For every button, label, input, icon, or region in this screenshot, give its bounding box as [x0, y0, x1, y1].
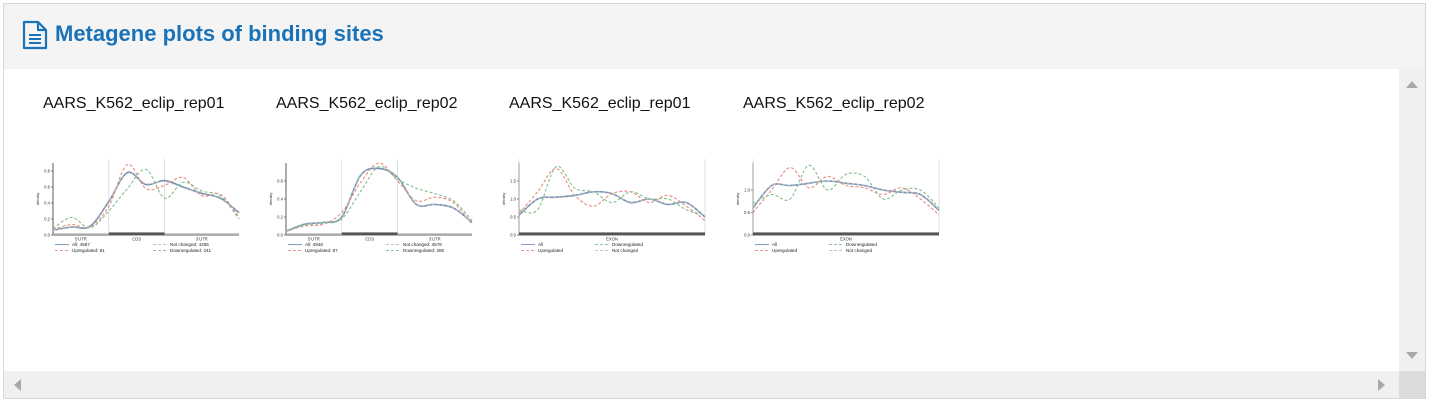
y-tick-label: 0.0	[510, 233, 516, 238]
region-label: EXON	[606, 237, 618, 242]
metagene-chart: 0.0 0.2 0.4 0.6 0.8 density 5'UTR CDS 3'UTR All: …	[35, 159, 240, 253]
plot-title: AARS_K562_eclip_rep02	[276, 95, 458, 112]
series-line-up	[518, 167, 706, 222]
legend-label: Not changed	[612, 248, 638, 253]
y-tick-label: 0.8	[44, 169, 50, 174]
y-axis-label: density	[268, 193, 273, 206]
y-tick-label: 1.5	[510, 179, 516, 184]
series-line-notchanged	[752, 180, 940, 211]
metagene-chart: 0.0 0.5 1.0 1.5 density EXON All Downregulated U…	[501, 159, 706, 253]
region-bar	[753, 232, 939, 235]
series-line-down	[52, 168, 240, 230]
series-line-all	[518, 190, 706, 218]
region-label: EXON	[840, 237, 852, 242]
series-line-down	[752, 164, 940, 209]
series-line-up	[285, 162, 473, 232]
y-tick-label: 0.6	[44, 185, 50, 190]
document-icon	[22, 20, 48, 50]
panel-header: Metagene plots of binding sites	[4, 4, 1425, 70]
legend-label: All	[538, 242, 543, 247]
legend-label: Upregulated: 87	[305, 248, 338, 253]
y-tick-label: 0.4	[277, 197, 283, 202]
region-bar	[397, 233, 472, 235]
legend-label: Not changed: 4576	[403, 242, 442, 247]
scrollbar-corner	[1399, 371, 1425, 398]
region-label: CDS	[365, 237, 374, 242]
legend-label: Downregulated: 241	[170, 248, 212, 253]
legend-label: Not changed: 4265	[170, 242, 209, 247]
region-label: 3'UTR	[429, 237, 441, 242]
legend-label: Downregulated	[612, 242, 643, 247]
plot-title: AARS_K562_eclip_rep01	[43, 95, 225, 112]
legend-label: Downregulated: 285	[403, 248, 445, 253]
legend-label: Upregulated	[772, 248, 797, 253]
region-label: 5'UTR	[75, 237, 87, 242]
vertical-scrollbar[interactable]	[1399, 69, 1425, 371]
legend-label: All: 4587	[72, 242, 90, 247]
region-bar	[164, 233, 239, 235]
horizontal-scrollbar[interactable]	[4, 371, 1399, 398]
scroll-left-arrow-icon[interactable]	[14, 379, 21, 391]
panel-title: Metagene plots of binding sites	[55, 21, 384, 46]
y-tick-label: 0.4	[44, 201, 50, 206]
series-line-notchanged	[285, 168, 473, 232]
series-line-up	[752, 166, 940, 216]
metagene-plot-1: AARS_K562_eclip_rep01 0.0 0.2 0.4 0.6 0.8 den…	[33, 69, 265, 299]
series-line-all	[285, 167, 473, 233]
y-tick-label: 0.0	[744, 233, 750, 238]
y-tick-label: 0.0	[44, 233, 50, 238]
region-bar	[341, 232, 398, 235]
legend-label: All: 4948	[305, 242, 323, 247]
y-axis-label: density	[735, 193, 740, 206]
plot-title: AARS_K562_eclip_rep02	[743, 95, 925, 112]
series-line-notchanged	[518, 191, 706, 218]
metagene-plot-2: AARS_K562_eclip_rep02 0.0 0.2 0.4 0.6 densit…	[266, 69, 498, 299]
legend-label: Not changed	[846, 248, 872, 253]
scroll-down-arrow-icon[interactable]	[1406, 352, 1418, 359]
region-bar	[519, 232, 705, 235]
region-label: CDS	[132, 237, 141, 242]
series-line-notchanged	[52, 172, 240, 231]
y-tick-label: 0.2	[44, 217, 50, 222]
y-tick-label: 0.5	[510, 215, 516, 220]
legend-label: Downregulated	[846, 242, 877, 247]
y-tick-label: 0.0	[277, 233, 283, 238]
scroll-right-arrow-icon[interactable]	[1378, 379, 1385, 391]
y-tick-label: 0.6	[277, 179, 283, 184]
region-bar	[53, 233, 109, 235]
plots-area[interactable]: AARS_K562_eclip_rep01 0.0 0.2 0.4 0.6 0.8 den…	[4, 69, 1399, 371]
legend-label: All	[772, 242, 777, 247]
y-tick-label: 0.5	[744, 210, 750, 215]
scroll-up-arrow-icon[interactable]	[1406, 81, 1418, 88]
legend-label: Upregulated	[538, 248, 563, 253]
legend-label: Upregulated: 81	[72, 248, 105, 253]
y-tick-label: 1.0	[510, 197, 516, 202]
metagene-chart: 0.0 0.2 0.4 0.6 density 5'UTR CDS 3'UTR All: 494…	[268, 159, 473, 253]
series-line-up	[52, 164, 240, 230]
series-line-down	[285, 165, 473, 232]
plot-title: AARS_K562_eclip_rep01	[509, 95, 691, 112]
region-label: 5'UTR	[308, 237, 320, 242]
series-line-down	[518, 165, 706, 216]
metagene-panel: Metagene plots of binding sites AARS_K56…	[3, 3, 1426, 399]
metagene-plot-4: AARS_K562_eclip_rep02 0.0 0.5 1.0 density EX…	[733, 69, 965, 299]
region-bar	[286, 233, 342, 235]
region-bar	[108, 232, 165, 235]
y-tick-label: 1.0	[744, 188, 750, 193]
y-axis-label: density	[35, 193, 40, 206]
series-line-all	[52, 171, 240, 231]
metagene-plot-3: AARS_K562_eclip_rep01 0.0 0.5 1.0 1.5 densit…	[499, 69, 731, 299]
y-axis-label: density	[501, 193, 506, 206]
y-tick-label: 0.2	[277, 215, 283, 220]
region-label: 3'UTR	[196, 237, 208, 242]
metagene-chart: 0.0 0.5 1.0 density EXON All Downregulated Upre…	[735, 159, 940, 253]
